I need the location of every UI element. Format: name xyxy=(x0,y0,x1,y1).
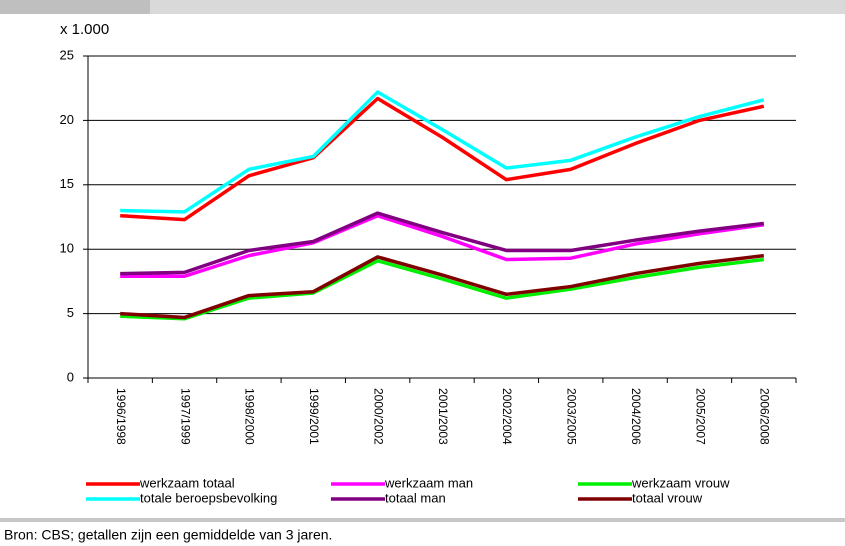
legend-label: werkzaam vrouw xyxy=(631,475,730,490)
series-line xyxy=(120,213,765,278)
x-tick-label: 2000/2002 xyxy=(371,388,385,445)
x-tick-label: 2005/2007 xyxy=(693,388,707,445)
y-tick-label: 10 xyxy=(60,241,74,256)
x-tick-label: 2003/2005 xyxy=(565,388,579,445)
y-tick-label: 15 xyxy=(60,176,74,191)
series-line xyxy=(120,211,765,276)
legend-label: totaal vrouw xyxy=(632,490,703,505)
legend-label: totaal man xyxy=(385,490,446,505)
x-tick-label: 2001/2003 xyxy=(436,388,450,445)
series-line xyxy=(120,253,765,320)
x-tick-label: 2004/2006 xyxy=(629,388,643,445)
y-tick-label: 0 xyxy=(67,369,74,384)
y-tick-label: 5 xyxy=(67,305,74,320)
x-tick-label: 1999/2001 xyxy=(307,388,321,445)
y-tick-label: 25 xyxy=(60,47,74,62)
footer-rule xyxy=(0,518,845,522)
series-line xyxy=(120,96,765,222)
source: Bron: CBS; getallen zijn een gemiddelde … xyxy=(4,527,332,543)
x-tick-label: 1997/1999 xyxy=(178,388,192,445)
series-line xyxy=(120,90,765,214)
header-tab xyxy=(0,0,150,14)
legend-label: werkzaam totaal xyxy=(139,475,235,490)
legend-label: totale beroepsbevolking xyxy=(140,490,277,505)
x-tick-label: 1998/2000 xyxy=(243,388,257,445)
x-tick-label: 1996/1998 xyxy=(114,388,128,445)
x-tick-label: 2002/2004 xyxy=(500,388,514,445)
y-tick-label: 20 xyxy=(60,112,74,127)
legend-label: werkzaam man xyxy=(384,475,473,490)
header-bar xyxy=(0,0,845,14)
y-unit: x 1.000 xyxy=(60,21,109,38)
series-line xyxy=(120,257,765,321)
x-tick-label: 2006/2008 xyxy=(758,388,772,445)
